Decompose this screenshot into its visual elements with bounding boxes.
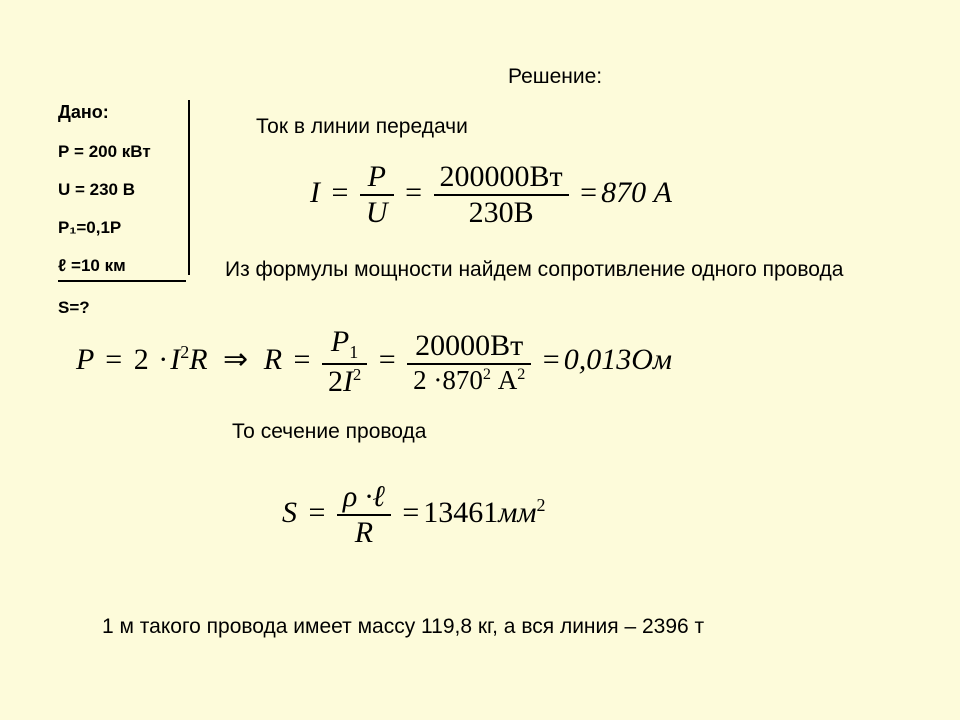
f3-frac: ρ ·ℓ R: [337, 480, 391, 550]
f3-den: R: [355, 516, 373, 549]
f3-val: 13461: [423, 496, 498, 529]
given-p1: Р₁=0,1Р: [58, 218, 121, 238]
f1-frac1-num: P: [368, 160, 386, 193]
equals-sign: =: [539, 343, 564, 376]
f1-frac1: P U: [360, 160, 394, 230]
dot-sign: ·: [156, 343, 170, 376]
conclusion-text: 1 м такого провода имеет массу 119,8 кг,…: [102, 615, 704, 639]
step3-text: То сечение провода: [232, 420, 426, 444]
given-find: S=?: [58, 298, 90, 318]
f3-exp: 2: [537, 495, 546, 515]
equals-sign: =: [398, 496, 423, 529]
f3-lhs: S: [282, 496, 297, 529]
f1-frac1-den: U: [366, 196, 388, 229]
f3-num: ρ ·ℓ: [343, 480, 385, 513]
formula-current: I = P U = 200000Вт 230В =870 А: [310, 160, 672, 230]
equals-sign: =: [290, 343, 315, 376]
f2-frac2-num: 20000Вт: [415, 329, 523, 362]
given-voltage: U = 230 В: [58, 180, 135, 200]
f1-frac2-den: 230В: [469, 196, 534, 229]
equals-sign: =: [576, 176, 601, 209]
f3-unit: мм: [498, 496, 536, 529]
given-separator: [188, 100, 190, 275]
formula-resistance: P = 2 ·I2R ⇒ R = P1 2I2 = 20000Вт 2 ·870…: [76, 325, 672, 399]
physics-slide: Дано: Р = 200 кВт U = 230 В Р₁=0,1Р ℓ =1…: [0, 0, 960, 720]
given-length: ℓ =10 км: [58, 256, 186, 282]
equals-sign: =: [375, 343, 400, 376]
f2-result: 0,013Ом: [564, 343, 672, 376]
solution-label: Решение:: [508, 65, 602, 89]
equals-sign: =: [305, 496, 330, 529]
f2-frac2: 20000Вт 2 ·8702 А2: [407, 329, 531, 396]
given-power: Р = 200 кВт: [58, 142, 151, 162]
equals-sign: =: [101, 343, 126, 376]
arrow-sign: ⇒: [215, 343, 256, 376]
f1-result: 870 А: [601, 176, 672, 209]
equals-sign: =: [328, 176, 353, 209]
f1-frac2: 200000Вт 230В: [434, 160, 569, 230]
f2-exp: 2: [180, 342, 189, 362]
f2-I: I: [170, 343, 180, 376]
formula-crosssection: S = ρ ·ℓ R =13461мм2: [282, 480, 546, 550]
f2-coef2: 2: [134, 343, 149, 376]
f1-lhs: I: [310, 176, 320, 209]
f2-frac1: P1 2I2: [322, 325, 367, 399]
given-label: Дано:: [58, 102, 109, 123]
f1-frac2-num: 200000Вт: [440, 160, 563, 193]
equals-sign: =: [401, 176, 426, 209]
f2-R2: R: [264, 343, 282, 376]
step2-text: Из формулы мощности найдем сопротивление…: [225, 258, 843, 282]
f2-p: P: [76, 343, 94, 376]
step1-text: Ток в линии передачи: [256, 115, 468, 139]
f2-R: R: [189, 343, 207, 376]
